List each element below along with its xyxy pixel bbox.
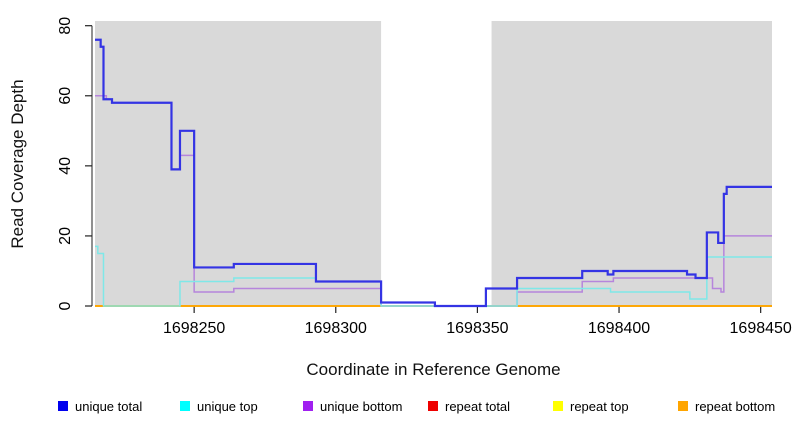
legend-item-repeat-top: repeat top [553,396,629,416]
legend-label: unique bottom [320,398,403,414]
x-axis-tick-label: 1698350 [446,320,508,337]
legend-swatch-icon [303,401,313,411]
x-axis-tick-label: 1698400 [588,320,650,337]
y-axis-tick-label: 60 [57,87,74,105]
x-axis-tick-label: 1698250 [163,320,225,337]
y-axis-tick-label: 40 [57,157,74,175]
legend-label: repeat total [445,398,511,414]
legend-item-unique-total: unique total [58,396,142,416]
series-line-unique-total [95,38,772,308]
legend-swatch-icon [428,401,438,411]
legend-label: repeat bottom [695,398,776,414]
legend-item-repeat-total: repeat total [428,396,510,416]
x-axis-tick-label: 1698450 [730,320,792,337]
x-axis-title: Coordinate in Reference Genome [306,360,561,379]
legend-label: unique total [75,398,143,414]
legend-item-unique-bottom: unique bottom [303,396,402,416]
legend-swatch-icon [58,401,68,411]
legend-swatch-icon [678,401,688,411]
legend-item-unique-top: unique top [180,396,258,416]
legend-swatch-icon [180,401,190,411]
legend-item-repeat-bottom: repeat bottom [678,396,775,416]
legend-swatch-icon [553,401,563,411]
masked-region [381,21,492,306]
chart-legend: unique total unique top unique bottom repea… [0,396,792,420]
legend-label: repeat top [570,398,629,414]
y-axis-title: Read Coverage Depth [8,79,27,249]
legend-label: unique top [197,398,258,414]
x-axis-tick-label: 1698300 [305,320,367,337]
y-axis-tick-label: 80 [57,17,74,35]
coverage-chart-canvas: 0 20 40 60 80 1698250 1698300 1698350 1698400 169… [57,17,792,337]
y-axis-tick-label: 20 [57,227,74,245]
y-axis-tick-label: 0 [57,301,74,310]
